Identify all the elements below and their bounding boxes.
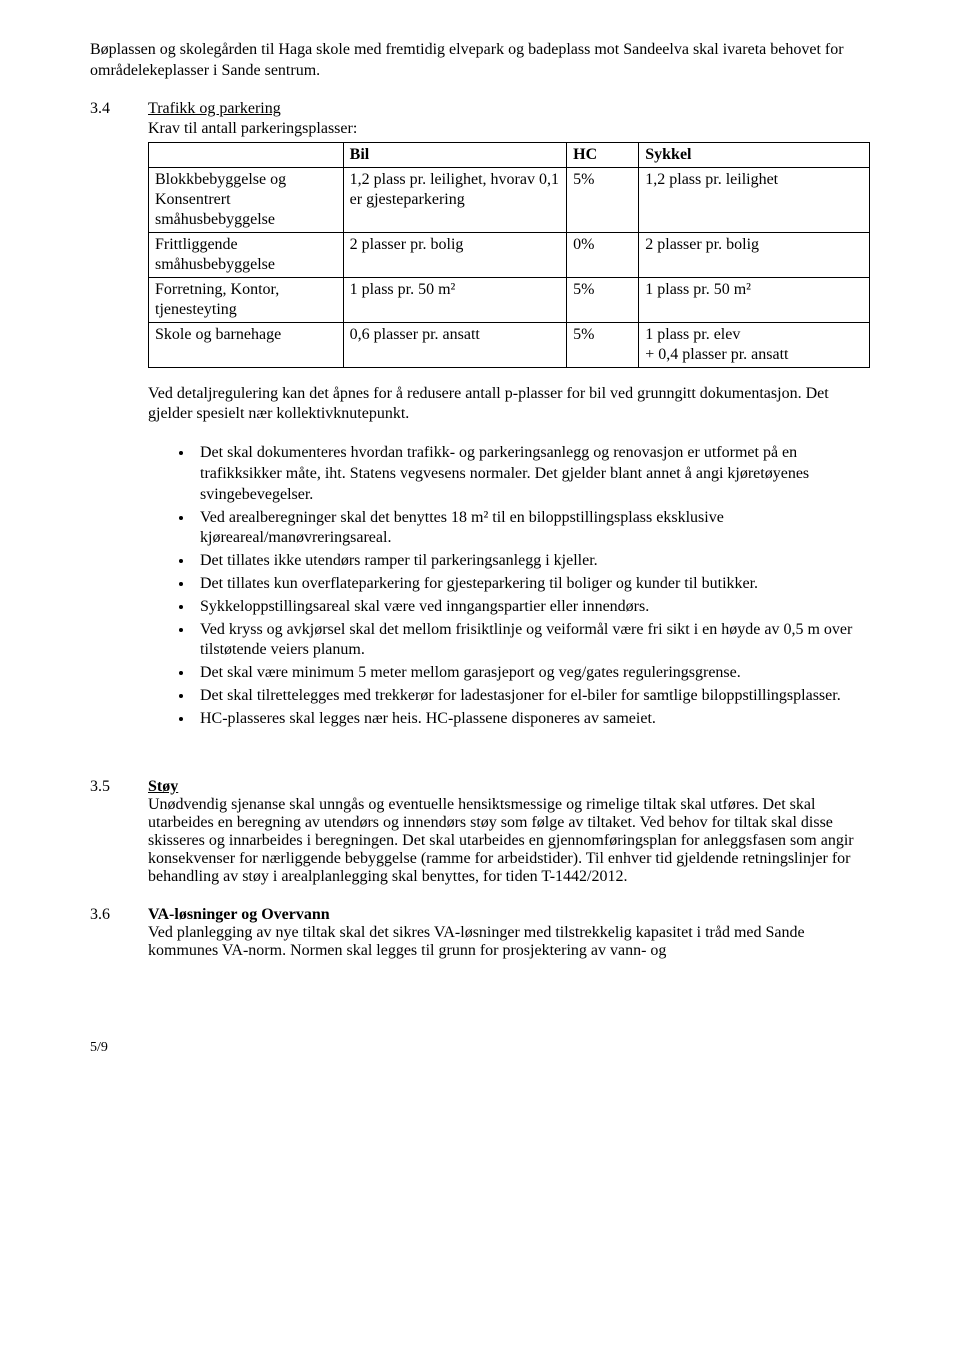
- list-item: Sykkeloppstillingsareal skal være ved in…: [194, 597, 870, 618]
- table-cell: 5%: [567, 277, 639, 322]
- table-cell: 0,6 plasser pr. ansatt: [343, 322, 567, 367]
- detail-paragraph: Ved detaljregulering kan det åpnes for å…: [148, 384, 870, 426]
- section-3-4: 3.4 Trafikk og parkering Krav til antall…: [90, 100, 870, 138]
- table-cell: 1,2 plass pr. leilighet: [639, 167, 870, 232]
- table-cell: 5%: [567, 167, 639, 232]
- list-item: Det tillates ikke utendørs ramper til pa…: [194, 551, 870, 572]
- table-cell: 1 plass pr. 50 m²: [639, 277, 870, 322]
- section-number: 3.4: [90, 100, 148, 138]
- table-cell: 1 plass pr. 50 m²: [343, 277, 567, 322]
- table-row: Skole og barnehage0,6 plasser pr. ansatt…: [149, 322, 870, 367]
- table-cell: Frittliggende småhusbebyggelse: [149, 232, 344, 277]
- table-row: Frittliggende småhusbebyggelse2 plasser …: [149, 232, 870, 277]
- section-title: Trafikk og parkering: [148, 100, 870, 118]
- list-item: Ved kryss og avkjørsel skal det mellom f…: [194, 620, 870, 662]
- list-item: HC-plasseres skal legges nær heis. HC-pl…: [194, 709, 870, 730]
- section-title: VA-løsninger og Overvann: [148, 906, 330, 923]
- table-cell: Skole og barnehage: [149, 322, 344, 367]
- section-subtitle: Krav til antall parkeringsplasser:: [148, 120, 870, 138]
- table-cell: 5%: [567, 322, 639, 367]
- table-cell: 2 plasser pr. bolig: [343, 232, 567, 277]
- page-footer: 5/9: [90, 1040, 870, 1056]
- list-item: Det skal være minimum 5 meter mellom gar…: [194, 663, 870, 684]
- section-3-5: 3.5 Støy Unødvendig sjenanse skal unngås…: [90, 778, 870, 886]
- section-title: Støy: [148, 778, 178, 795]
- section-body: Unødvendig sjenanse skal unngås og event…: [148, 796, 870, 886]
- table-cell: 1 plass pr. elev+ 0,4 plasser pr. ansatt: [639, 322, 870, 367]
- table-header-row: Bil HC Sykkel: [149, 142, 870, 167]
- table-header-cell: [149, 142, 344, 167]
- table-cell: Forretning, Kontor, tjenesteyting: [149, 277, 344, 322]
- parking-table: Bil HC Sykkel Blokkbebyggelse og Konsent…: [148, 142, 870, 368]
- section-3-6: 3.6 VA-løsninger og Overvann Ved planleg…: [90, 906, 870, 960]
- list-item: Ved arealberegninger skal det benyttes 1…: [194, 508, 870, 550]
- bullet-list: Det skal dokumenteres hvordan trafikk- o…: [148, 443, 870, 729]
- table-cell: 1,2 plass pr. leilighet, hvorav 0,1 er g…: [343, 167, 567, 232]
- list-item: Det skal dokumenteres hvordan trafikk- o…: [194, 443, 870, 505]
- list-item: Det tillates kun overflateparkering for …: [194, 574, 870, 595]
- table-header-cell: Sykkel: [639, 142, 870, 167]
- table-row: Forretning, Kontor, tjenesteyting1 plass…: [149, 277, 870, 322]
- table-cell: 0%: [567, 232, 639, 277]
- table-cell: Blokkbebyggelse og Konsentrert småhusbeb…: [149, 167, 344, 232]
- intro-paragraph: Bøplassen og skolegården til Haga skole …: [90, 40, 870, 82]
- section-number: 3.6: [90, 906, 148, 960]
- document-page: Bøplassen og skolegården til Haga skole …: [0, 0, 960, 1096]
- section-body: Ved planlegging av nye tiltak skal det s…: [148, 924, 870, 960]
- table-cell: 2 plasser pr. bolig: [639, 232, 870, 277]
- table-header-cell: Bil: [343, 142, 567, 167]
- table-row: Blokkbebyggelse og Konsentrert småhusbeb…: [149, 167, 870, 232]
- table-header-cell: HC: [567, 142, 639, 167]
- list-item: Det skal tilrettelegges med trekkerør fo…: [194, 686, 870, 707]
- section-number: 3.5: [90, 778, 148, 886]
